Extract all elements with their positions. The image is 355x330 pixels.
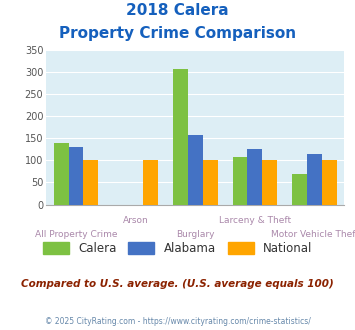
Text: Burglary: Burglary [176, 230, 214, 239]
Text: 2018 Calera: 2018 Calera [126, 3, 229, 18]
Text: Compared to U.S. average. (U.S. average equals 100): Compared to U.S. average. (U.S. average … [21, 279, 334, 289]
Bar [69, 147, 83, 205]
Bar [173, 69, 188, 205]
Text: Larceny & Theft: Larceny & Theft [219, 216, 291, 225]
Bar [143, 160, 158, 205]
Bar [203, 160, 218, 205]
Bar [262, 160, 277, 205]
Bar [292, 174, 307, 205]
Text: Motor Vehicle Theft: Motor Vehicle Theft [271, 230, 355, 239]
Text: Arson: Arson [123, 216, 148, 225]
Bar [54, 144, 69, 205]
Text: © 2025 CityRating.com - https://www.cityrating.com/crime-statistics/: © 2025 CityRating.com - https://www.city… [45, 317, 310, 326]
Bar [233, 157, 247, 205]
Text: Property Crime Comparison: Property Crime Comparison [59, 26, 296, 41]
Bar [188, 135, 203, 205]
Text: All Property Crime: All Property Crime [35, 230, 117, 239]
Bar [322, 160, 337, 205]
Bar [307, 154, 322, 205]
Bar [247, 149, 262, 205]
Legend: Calera, Alabama, National: Calera, Alabama, National [38, 237, 317, 259]
Bar [83, 160, 98, 205]
